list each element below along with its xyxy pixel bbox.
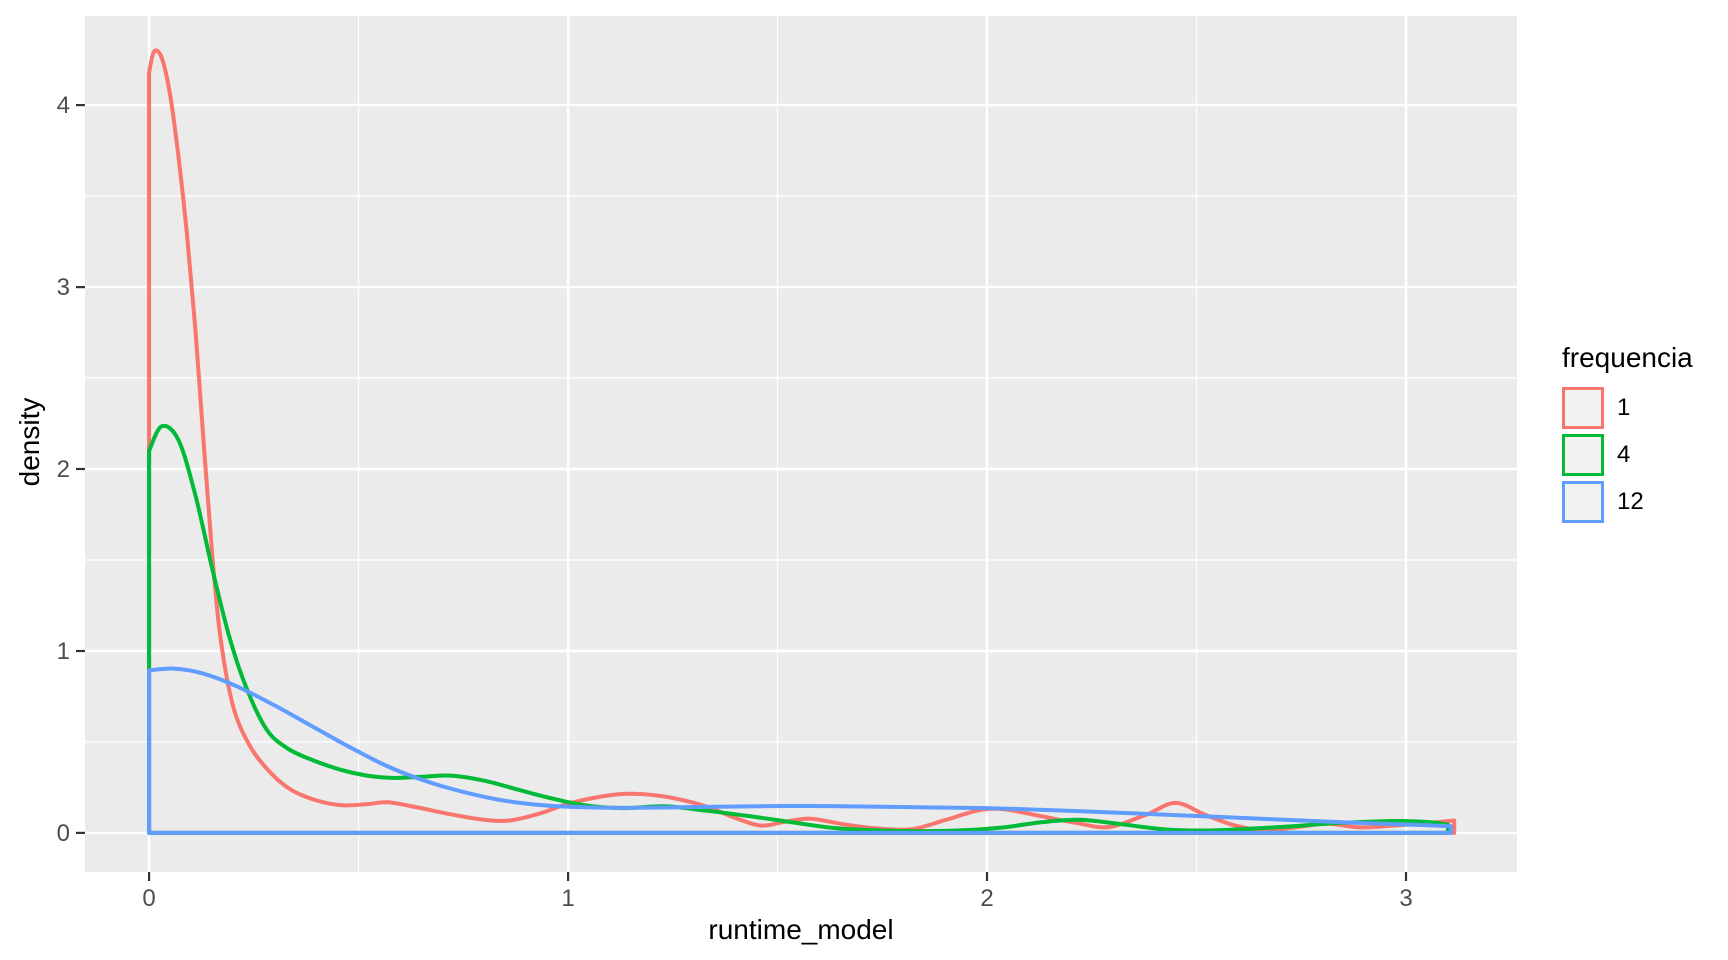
y-tick-label: 0 <box>57 820 70 847</box>
density-curve-12 <box>147 666 1453 835</box>
x-axis-title: runtime_model <box>708 914 894 945</box>
y-tick-label: 2 <box>57 456 70 483</box>
y-tick-label: 1 <box>57 638 70 665</box>
y-axis-title: density <box>14 397 45 487</box>
plot-panel <box>85 16 1517 872</box>
y-tick-label: 3 <box>57 274 70 301</box>
legend-label-4: 4 <box>1617 441 1631 468</box>
legend-swatch-1 <box>1562 387 1604 429</box>
legend-swatch-4 <box>1562 434 1604 476</box>
legend-swatch-12 <box>1562 481 1604 523</box>
legend-title: frequencia <box>1562 342 1693 373</box>
legend-label-1: 1 <box>1617 394 1631 421</box>
legend: frequencia 1 4 12 <box>1562 342 1693 528</box>
x-tick-label: 2 <box>980 885 993 912</box>
legend-item-1: 1 <box>1562 387 1693 429</box>
x-tick-label: 1 <box>561 885 574 912</box>
legend-item-12: 12 <box>1562 481 1693 523</box>
legend-label-12: 12 <box>1617 488 1644 515</box>
y-tick-label: 4 <box>57 92 70 119</box>
x-tick-label: 3 <box>1399 885 1412 912</box>
x-tick-label: 0 <box>142 885 155 912</box>
legend-item-4: 4 <box>1562 434 1693 476</box>
density-curve-1 <box>147 48 1457 835</box>
